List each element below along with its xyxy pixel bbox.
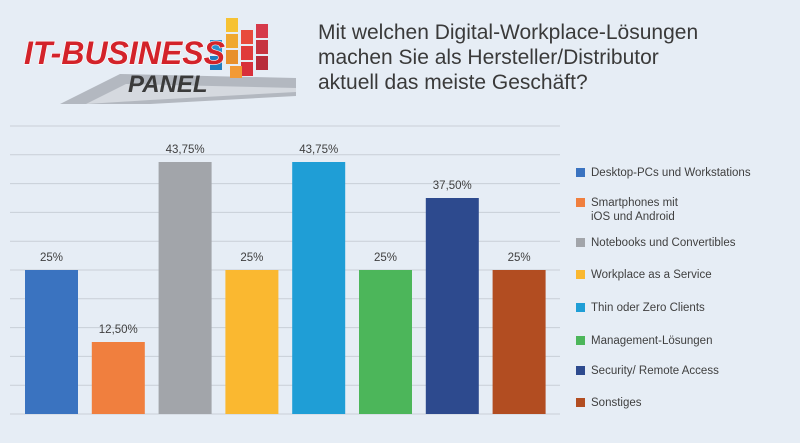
legend-label: Management-Lösungen: [591, 335, 713, 347]
logo-it-business-text: IT-BUSINESS: [24, 35, 226, 71]
legend-label: Thin oder Zero Clients: [591, 302, 705, 314]
legend-label: Smartphones mit iOS und Android: [591, 197, 678, 223]
legend-swatch: [576, 336, 585, 345]
legend-label: Sonstiges: [591, 397, 642, 409]
data-label: 25%: [240, 252, 263, 264]
bar: [492, 270, 546, 414]
logo-panel-text: PANEL: [128, 71, 208, 98]
title-line-2: machen Sie als Hersteller/Distributor: [318, 46, 659, 69]
data-label: 12,50%: [99, 324, 138, 336]
legend-swatch: [576, 270, 585, 279]
bar: [225, 270, 279, 414]
legend-label: Security/ Remote Access: [591, 365, 719, 377]
logo-bars: [210, 18, 268, 78]
data-label: 37,50%: [433, 180, 472, 192]
legend-swatch: [576, 303, 585, 312]
chart-title: Mit welchen Digital-Workplace-Lösungen m…: [318, 20, 788, 95]
bar: [25, 270, 78, 414]
legend-label: Workplace as a Service: [591, 269, 712, 281]
title-line-3: aktuell das meiste Geschäft?: [318, 71, 588, 94]
data-label: 43,75%: [299, 144, 338, 156]
bar: [91, 342, 145, 414]
legend-swatch: [576, 198, 585, 207]
legend-label: Notebooks und Convertibles: [591, 237, 736, 249]
legend-swatch: [576, 238, 585, 247]
data-label: 25%: [508, 252, 531, 264]
logo-base-highlight: [86, 84, 296, 104]
bar: [158, 162, 212, 414]
legend-swatch: [576, 168, 585, 177]
legend-swatch: [576, 366, 585, 375]
it-business-panel-logo: IT-BUSINESS PANEL: [23, 18, 296, 104]
bar: [292, 162, 346, 414]
data-label: 25%: [374, 252, 397, 264]
bar-chart: 25% 12,50% 43,75% 25% 43,75% 25% 37,50% 25%: [10, 125, 560, 415]
data-label: 43,75%: [166, 144, 205, 156]
title-line-1: Mit welchen Digital-Workplace-Lösungen: [318, 21, 699, 44]
legend-label: Desktop-PCs und Workstations: [591, 167, 751, 179]
data-label: 25%: [40, 252, 63, 264]
bar: [425, 198, 479, 414]
bar: [359, 270, 412, 414]
legend-swatch: [576, 398, 585, 407]
